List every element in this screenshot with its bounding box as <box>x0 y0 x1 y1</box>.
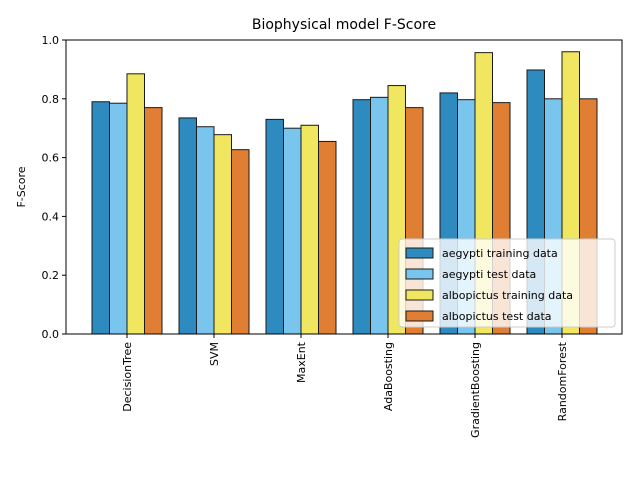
y-tick-label: 0.4 <box>42 210 60 223</box>
x-tick-label: DecisionTree <box>121 342 134 412</box>
legend-label: aegypti test data <box>442 268 536 281</box>
legend-label: aegypti training data <box>442 247 558 260</box>
x-tick-label: GradientBoosting <box>469 342 482 438</box>
y-tick-label: 1.0 <box>42 34 60 47</box>
bar-SVM-2 <box>213 134 232 335</box>
bar-AdaBoosting-0 <box>352 99 371 335</box>
y-tick-label: 0.2 <box>42 269 60 282</box>
legend: aegypti training data aegypti test data al… <box>398 238 616 328</box>
chart-title: Biophysical model F-Score <box>252 17 436 33</box>
bar-DecisionTree-1 <box>109 102 128 335</box>
legend-swatch <box>405 289 434 301</box>
y-tick-label: 0.8 <box>42 93 60 106</box>
bar-DecisionTree-0 <box>91 101 110 335</box>
bar-MaxEnt-1 <box>283 127 302 335</box>
y-axis-label: F-Score <box>15 166 28 207</box>
x-tick-label: SVM <box>208 342 221 366</box>
y-tick-label: 0.6 <box>42 152 60 165</box>
y-axis: 0.0 0.2 0.4 0.6 0.8 1.0 <box>42 34 66 341</box>
bar-MaxEnt-2 <box>300 124 319 335</box>
legend-label: albopictus test data <box>442 310 552 323</box>
legend-box <box>398 238 616 328</box>
x-tick-label: AdaBoosting <box>382 342 395 411</box>
x-tick-label: MaxEnt <box>295 341 308 383</box>
bar-DecisionTree-3 <box>144 107 163 335</box>
bar-SVM-1 <box>196 126 215 335</box>
legend-swatch <box>405 310 434 322</box>
x-tick-label: RandomForest <box>556 341 569 421</box>
bar-SVM-0 <box>178 117 197 335</box>
bar-DecisionTree-2 <box>126 73 145 335</box>
x-axis: DecisionTree SVM MaxEnt AdaBoosting Gradient… <box>121 334 569 438</box>
legend-label: albopictus training data <box>442 289 573 302</box>
y-tick-label: 0.0 <box>42 328 60 341</box>
legend-swatch <box>405 247 434 259</box>
bar-AdaBoosting-1 <box>370 96 389 335</box>
legend-swatch <box>405 268 434 280</box>
bar-MaxEnt-0 <box>265 118 284 335</box>
plot-frame <box>65 39 623 335</box>
bar-SVM-3 <box>231 149 250 335</box>
bar-MaxEnt-3 <box>318 140 337 335</box>
